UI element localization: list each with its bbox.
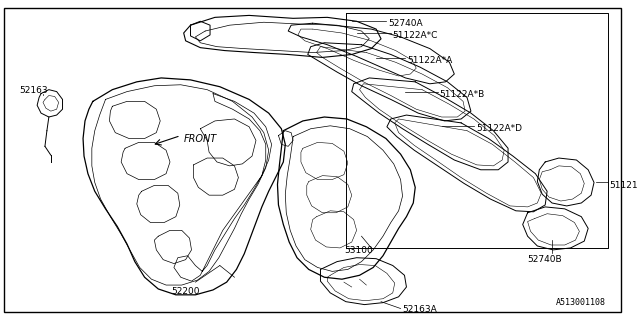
Text: A513001108: A513001108 <box>556 298 605 307</box>
Text: 51122A*B: 51122A*B <box>440 90 485 99</box>
Text: 52200: 52200 <box>171 287 200 296</box>
Text: FRONT: FRONT <box>184 134 217 144</box>
Text: 52163: 52163 <box>20 86 48 95</box>
Text: 52163A: 52163A <box>403 305 437 314</box>
Text: 53100: 53100 <box>344 246 372 255</box>
Text: 51122A*A: 51122A*A <box>408 56 452 65</box>
Text: 51122A*C: 51122A*C <box>393 31 438 40</box>
Text: 51121: 51121 <box>610 180 638 189</box>
Text: 51122A*D: 51122A*D <box>476 124 522 133</box>
Text: 52740A: 52740A <box>388 19 422 28</box>
Text: 52740B: 52740B <box>527 255 562 264</box>
